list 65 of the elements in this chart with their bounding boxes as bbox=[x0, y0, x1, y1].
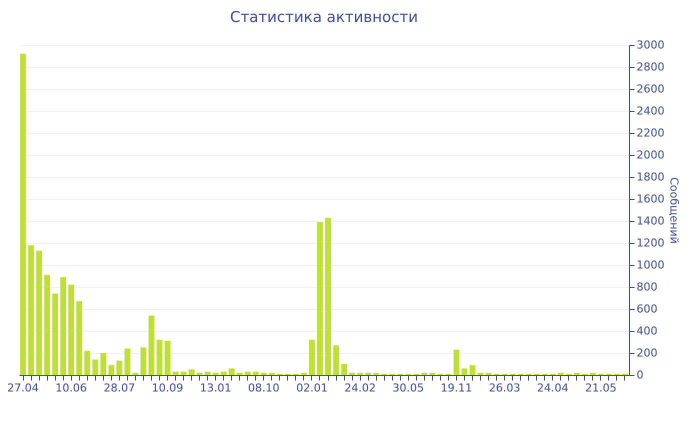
y-tick-label: 1200 bbox=[636, 236, 664, 250]
x-tick-label: 24.02 bbox=[344, 382, 376, 394]
x-tick-label: 10.06 bbox=[55, 382, 87, 394]
bar bbox=[44, 274, 50, 375]
bar bbox=[454, 350, 460, 375]
bar bbox=[68, 284, 74, 375]
x-tick-label: 24.04 bbox=[537, 382, 568, 394]
bar bbox=[188, 370, 194, 375]
y-tick-label: 2800 bbox=[636, 60, 664, 74]
y-axis-title: Сообщений bbox=[667, 177, 680, 244]
bar bbox=[470, 365, 476, 375]
bar bbox=[148, 316, 154, 375]
bar bbox=[116, 360, 122, 375]
bar bbox=[156, 340, 162, 375]
bar bbox=[317, 222, 323, 375]
x-tick-label: 26.03 bbox=[488, 382, 520, 394]
y-tick-label: 1400 bbox=[636, 214, 664, 228]
bar bbox=[244, 372, 251, 375]
bar bbox=[172, 372, 178, 375]
x-tick-label: 27.04 bbox=[7, 382, 39, 394]
y-tick-label: 2200 bbox=[636, 126, 664, 140]
bar bbox=[325, 218, 331, 375]
bar bbox=[52, 294, 58, 375]
bar bbox=[36, 250, 42, 375]
bar bbox=[220, 372, 227, 375]
x-tick-label: 08.10 bbox=[248, 382, 280, 394]
bar bbox=[20, 54, 26, 375]
x-tick-label: 10.09 bbox=[152, 382, 184, 394]
bar bbox=[84, 350, 90, 375]
y-tick-label: 1800 bbox=[636, 170, 664, 184]
x-tick-label: 21.05 bbox=[585, 382, 617, 394]
y-tick-label: 2600 bbox=[636, 82, 664, 96]
bar bbox=[124, 348, 130, 375]
bar bbox=[341, 364, 347, 375]
bar bbox=[28, 245, 34, 375]
bar bbox=[309, 340, 315, 375]
y-tick-label: 2400 bbox=[636, 104, 664, 118]
y-tick-label: 1600 bbox=[636, 192, 664, 206]
y-tick-label: 800 bbox=[636, 280, 658, 294]
bar bbox=[76, 301, 82, 375]
bar bbox=[204, 372, 211, 375]
bar bbox=[462, 368, 468, 375]
bar bbox=[100, 353, 106, 375]
x-tick-label: 30.05 bbox=[392, 382, 424, 394]
y-tick-label: 3000 bbox=[636, 38, 664, 52]
x-tick-label: 19.11 bbox=[440, 382, 472, 394]
bar bbox=[92, 360, 98, 375]
y-tick-label: 2000 bbox=[636, 148, 664, 162]
y-tick-label: 600 bbox=[636, 302, 658, 316]
x-tick-label: 02.01 bbox=[296, 382, 328, 394]
bar bbox=[252, 372, 259, 375]
bar bbox=[228, 368, 235, 375]
chart-title: Статистика активности bbox=[230, 8, 418, 26]
bar bbox=[333, 345, 339, 375]
bar bbox=[164, 340, 170, 375]
y-tick-label: 1000 bbox=[636, 258, 664, 272]
y-tick-label: 200 bbox=[636, 346, 658, 360]
x-tick-label: 28.07 bbox=[104, 382, 136, 394]
x-tick-label: 13.01 bbox=[200, 382, 232, 394]
bar bbox=[140, 348, 146, 375]
y-tick-label: 0 bbox=[636, 368, 644, 382]
bar bbox=[180, 372, 186, 375]
bar bbox=[60, 277, 66, 375]
y-tick-label: 400 bbox=[636, 324, 658, 338]
bar bbox=[108, 365, 114, 375]
